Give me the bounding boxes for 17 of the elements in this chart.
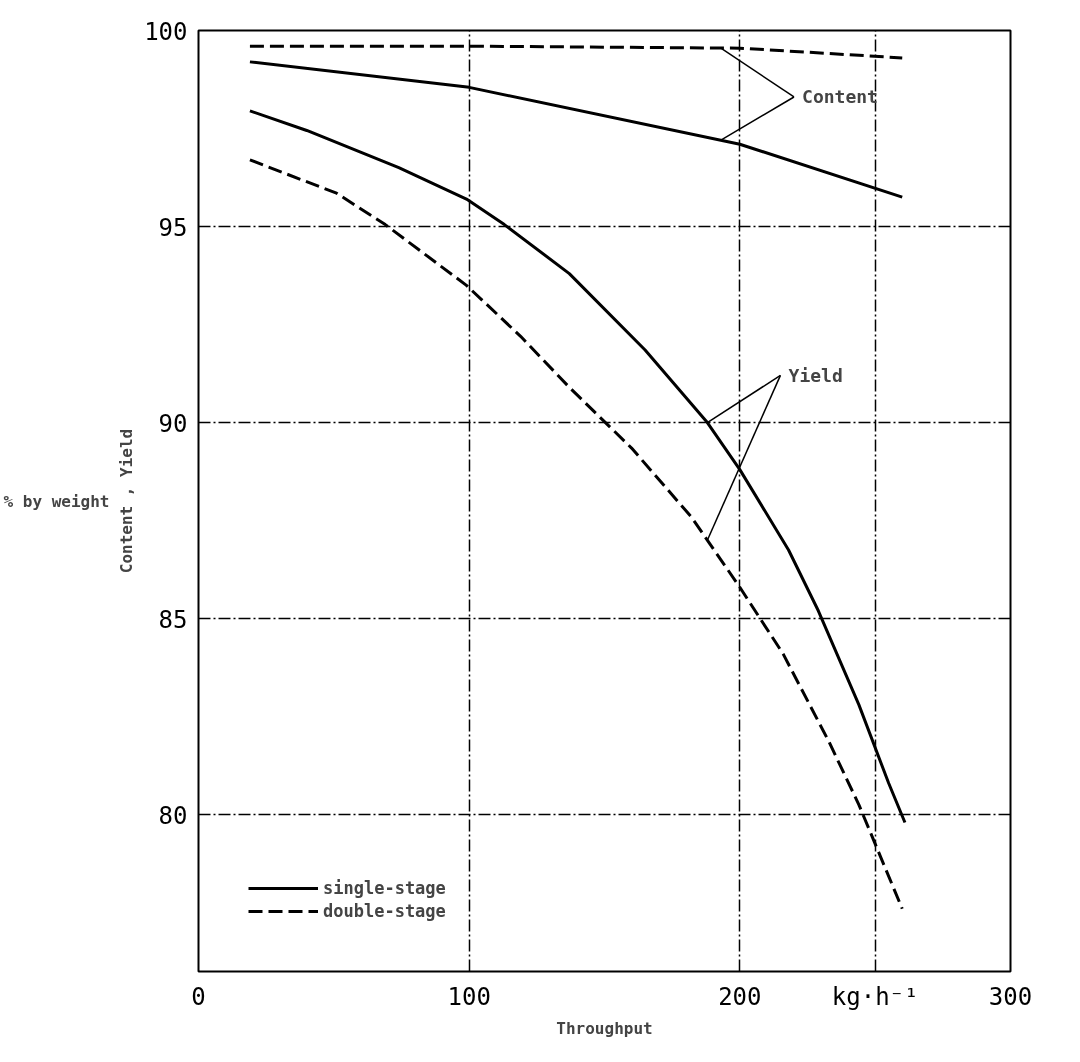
x-tick-label: 0 [191,982,206,1011]
y-tick-label: 90 [158,409,188,438]
y-tick-label: 95 [158,213,188,242]
annotation: Content [802,86,878,108]
y-tick-label: 80 [158,801,188,830]
x-tick-label: kg·h⁻¹ [831,982,919,1011]
y-tick-label: 85 [158,605,188,634]
x-tick-label: 100 [447,982,491,1011]
y-axis-title: Content , Yield [117,428,137,574]
x-tick-label: 300 [988,982,1033,1011]
legend-label: double-stage [323,901,446,921]
annotation: Yield [788,364,843,386]
y-tick-label: 100 [144,17,188,46]
legend-label: single-stage [323,878,446,898]
x-axis-title: Throughput [556,1018,653,1038]
x-tick-label: 200 [718,982,762,1011]
text: % by weight [3,491,110,511]
